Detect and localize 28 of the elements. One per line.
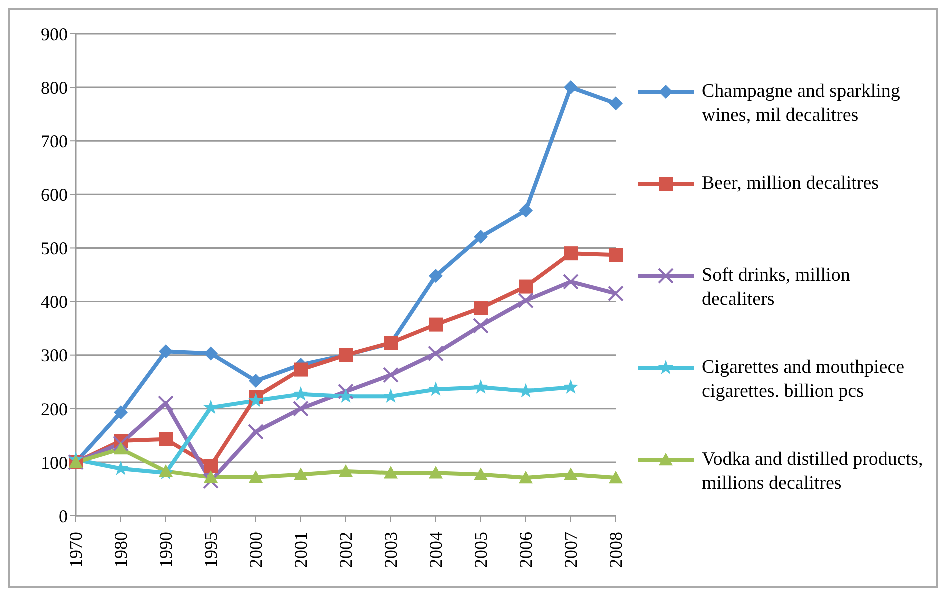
- y-tick-label: 100: [41, 452, 68, 473]
- y-tick-label: 700: [41, 132, 68, 152]
- x-tick-label: 1970: [66, 532, 86, 568]
- y-tick-label: 500: [41, 238, 68, 259]
- legend-label: Vodka and distilled products, millions decalitres: [702, 448, 924, 496]
- legend-label: Beer, million decalitres: [702, 172, 880, 196]
- x-tick-label: 2005: [471, 532, 491, 568]
- x-tick-label: 2006: [516, 532, 536, 568]
- y-tick-label: 0: [59, 506, 68, 526]
- x-tick-label: 2007: [561, 532, 581, 568]
- y-tick-label: 800: [41, 78, 68, 98]
- x-tick-label: 2003: [381, 532, 401, 568]
- legend-label: Soft drinks, million decaliters: [702, 264, 852, 312]
- x-tick-label: 1995: [201, 532, 221, 568]
- y-tick-label: 600: [41, 185, 68, 206]
- x-tick-label: 2000: [246, 532, 266, 568]
- x-tick-label: 2004: [426, 532, 446, 568]
- x-tick-label: 1980: [111, 532, 131, 568]
- legend-label: Champagne and sparkling wines, mil decalitres: [702, 80, 902, 128]
- y-tick-label: 200: [41, 399, 68, 420]
- x-tick-label: 2001: [291, 532, 311, 568]
- x-tick-label: 1990: [156, 532, 176, 568]
- y-tick-label: 900: [41, 24, 68, 44]
- x-tick-label: 2008: [606, 532, 626, 568]
- y-tick-label: 400: [41, 292, 68, 312]
- x-tick-label: 2002: [336, 532, 356, 568]
- legend-label: Cigarettes and mouthpiece cigarettes. billion pcs: [702, 356, 906, 404]
- y-tick-label: 300: [41, 346, 68, 366]
